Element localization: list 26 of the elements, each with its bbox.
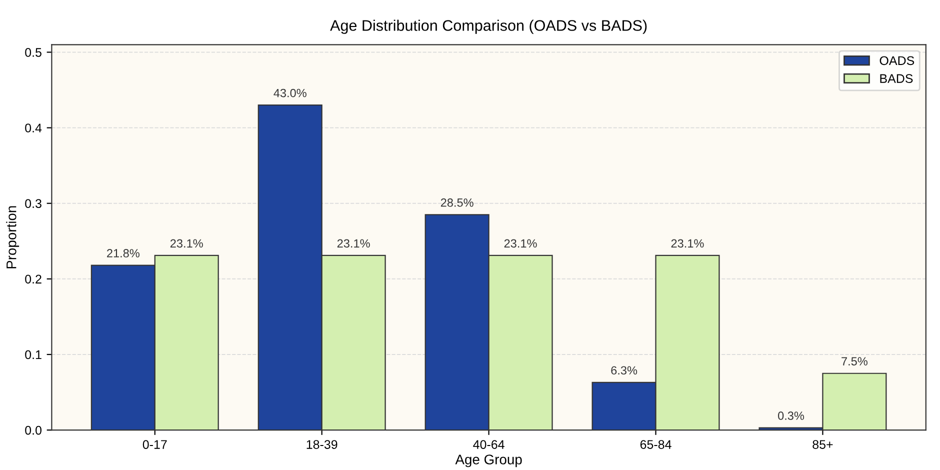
data-label: 23.1% <box>170 239 203 248</box>
x-tick-label: 40-64 <box>473 440 504 449</box>
data-label: 23.1% <box>504 239 537 248</box>
x-tick-label: 18-39 <box>306 440 338 449</box>
y-axis-title: Proportion <box>6 206 20 268</box>
data-label: 28.5% <box>440 198 474 207</box>
data-label: 7.5% <box>842 357 868 366</box>
data-label: 6.3% <box>611 366 638 375</box>
y-tick-label: 0.4 <box>25 124 42 132</box>
y-tick-label: 0.3 <box>25 199 42 208</box>
data-label: 23.1% <box>671 239 704 248</box>
y-tick-label: 0.1 <box>25 350 42 360</box>
legend-label: OADS <box>880 56 914 66</box>
data-label: 0.3% <box>778 412 804 420</box>
chart-title: Age Distribution Comparison (OADS vs BADS) <box>330 20 647 34</box>
y-tick-label: 0.5 <box>25 48 42 57</box>
data-label: 23.1% <box>337 239 370 248</box>
x-tick-label: 65-84 <box>640 440 672 449</box>
x-tick-label: 0-17 <box>142 440 167 449</box>
y-tick-label: 0.2 <box>25 274 42 284</box>
x-tick-label: 85+ <box>812 440 833 449</box>
legend-label: BADS <box>880 74 913 83</box>
data-label: 43.0% <box>274 88 306 98</box>
x-axis-title: Age Group <box>455 454 522 468</box>
data-label: 21.8% <box>107 249 140 258</box>
y-tick-label: 0.0 <box>25 426 42 435</box>
